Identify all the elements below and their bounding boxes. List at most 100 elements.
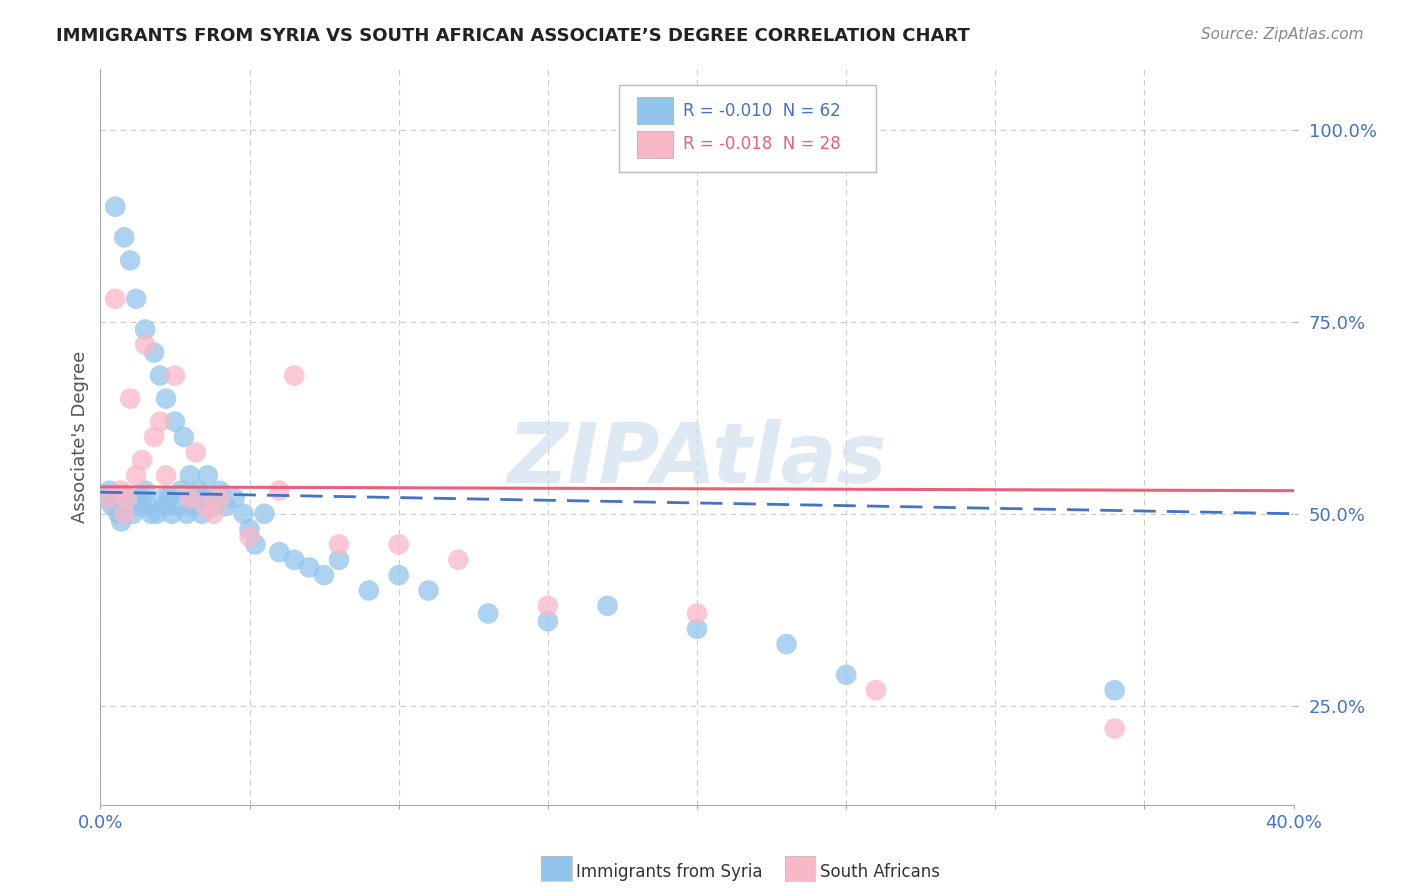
Point xyxy=(125,292,148,306)
Point xyxy=(96,491,118,506)
Point xyxy=(238,522,260,536)
Point xyxy=(160,507,183,521)
Point xyxy=(157,491,180,506)
Point xyxy=(328,553,350,567)
Point xyxy=(314,568,336,582)
Point xyxy=(134,338,156,352)
Point xyxy=(191,507,214,521)
Point xyxy=(202,507,225,521)
Point xyxy=(146,507,169,521)
Point xyxy=(865,683,887,698)
Point xyxy=(149,368,172,383)
Text: South Africans: South Africans xyxy=(820,863,939,881)
Point xyxy=(163,368,186,383)
Point xyxy=(775,637,797,651)
Point xyxy=(686,607,709,621)
Point xyxy=(447,553,470,567)
Point xyxy=(143,345,166,359)
Point xyxy=(110,483,132,498)
Point xyxy=(104,491,127,506)
Point xyxy=(1104,722,1126,736)
Point xyxy=(143,430,166,444)
Text: ZIPAtlas: ZIPAtlas xyxy=(508,418,887,500)
Point xyxy=(202,499,225,513)
Point xyxy=(283,368,305,383)
Point xyxy=(194,499,217,513)
Point xyxy=(214,499,236,513)
Point xyxy=(107,507,129,521)
Point xyxy=(134,483,156,498)
Point xyxy=(134,322,156,336)
Point xyxy=(1104,683,1126,698)
Point xyxy=(245,537,267,551)
Point xyxy=(596,599,619,613)
Point xyxy=(155,468,177,483)
Point xyxy=(537,614,560,628)
Point xyxy=(104,200,127,214)
Point xyxy=(120,392,142,406)
Point xyxy=(149,415,172,429)
Y-axis label: Associate's Degree: Associate's Degree xyxy=(72,351,89,523)
Text: Source: ZipAtlas.com: Source: ZipAtlas.com xyxy=(1201,27,1364,42)
Point xyxy=(298,560,321,574)
Point xyxy=(197,468,219,483)
Point xyxy=(187,483,209,498)
Point xyxy=(357,583,380,598)
Point xyxy=(155,392,177,406)
Point xyxy=(238,530,260,544)
FancyBboxPatch shape xyxy=(637,131,673,158)
Point xyxy=(112,230,135,244)
Point xyxy=(208,483,231,498)
Point xyxy=(328,537,350,551)
Point xyxy=(101,499,124,513)
Point xyxy=(686,622,709,636)
Point xyxy=(388,568,411,582)
Point xyxy=(155,499,177,513)
Point xyxy=(208,491,231,506)
Point xyxy=(388,537,411,551)
Point xyxy=(179,468,201,483)
Point xyxy=(253,507,276,521)
Point xyxy=(120,253,142,268)
Point xyxy=(112,507,135,521)
Point xyxy=(131,453,153,467)
Point xyxy=(194,491,217,506)
Point xyxy=(835,668,858,682)
Point xyxy=(176,507,198,521)
FancyBboxPatch shape xyxy=(620,85,876,171)
Point xyxy=(269,483,291,498)
Point xyxy=(110,515,132,529)
Text: IMMIGRANTS FROM SYRIA VS SOUTH AFRICAN ASSOCIATE’S DEGREE CORRELATION CHART: IMMIGRANTS FROM SYRIA VS SOUTH AFRICAN A… xyxy=(56,27,970,45)
Point xyxy=(179,491,201,506)
Point xyxy=(98,483,121,498)
Point xyxy=(418,583,440,598)
Point xyxy=(167,499,190,513)
Point xyxy=(115,499,138,513)
Point xyxy=(173,430,195,444)
Point xyxy=(184,491,207,506)
Point xyxy=(181,499,204,513)
Text: R = -0.010  N = 62: R = -0.010 N = 62 xyxy=(683,102,841,120)
Point xyxy=(224,491,246,506)
Point xyxy=(283,553,305,567)
Point xyxy=(232,507,254,521)
Point xyxy=(163,415,186,429)
Point xyxy=(477,607,499,621)
Point xyxy=(125,468,148,483)
Point xyxy=(184,445,207,459)
Point xyxy=(269,545,291,559)
Text: R = -0.018  N = 28: R = -0.018 N = 28 xyxy=(683,136,841,153)
Point xyxy=(120,491,142,506)
Point xyxy=(131,491,153,506)
Point xyxy=(170,483,193,498)
Point xyxy=(136,499,159,513)
Text: Immigrants from Syria: Immigrants from Syria xyxy=(576,863,763,881)
Point xyxy=(115,491,138,506)
Point xyxy=(98,491,121,506)
Point xyxy=(128,499,150,513)
Point xyxy=(537,599,560,613)
Point xyxy=(122,507,145,521)
FancyBboxPatch shape xyxy=(637,97,673,124)
Point xyxy=(152,491,174,506)
Point xyxy=(139,507,162,521)
